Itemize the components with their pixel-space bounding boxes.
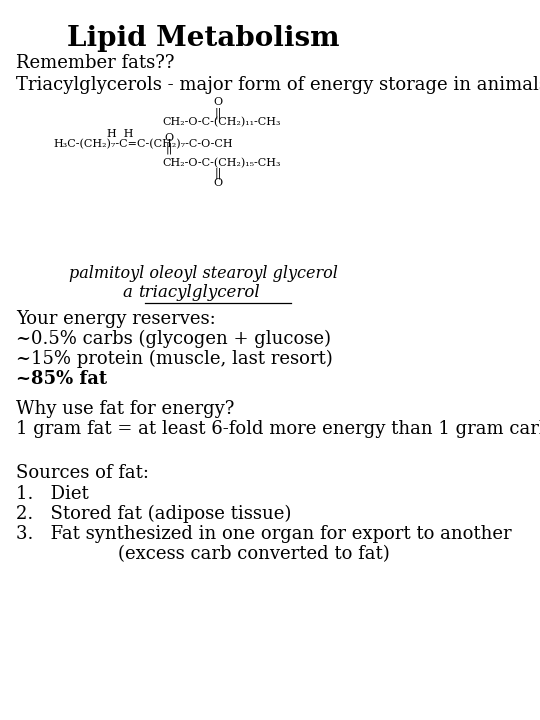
Text: Lipid Metabolism: Lipid Metabolism (68, 25, 340, 53)
Text: Why use fat for energy?: Why use fat for energy? (16, 400, 235, 418)
Text: H₃C-(CH₂)₇-C=C-(CH₂)₇-C-O-CH: H₃C-(CH₂)₇-C=C-(CH₂)₇-C-O-CH (53, 139, 233, 149)
Text: ||: || (214, 107, 221, 119)
Text: (excess carb converted to fat): (excess carb converted to fat) (118, 545, 390, 563)
Text: H  H: H H (107, 129, 133, 139)
Text: triacylglycerol: triacylglycerol (139, 284, 260, 301)
Text: O: O (213, 97, 222, 107)
Text: ~85% fat: ~85% fat (16, 370, 107, 388)
Text: ~15% protein (muscle, last resort): ~15% protein (muscle, last resort) (16, 350, 333, 368)
Text: 1 gram fat = at least 6-fold more energy than 1 gram carb: 1 gram fat = at least 6-fold more energy… (16, 420, 540, 438)
Text: CH₂-O-C-(CH₂)₁₅-CH₃: CH₂-O-C-(CH₂)₁₅-CH₃ (163, 158, 281, 168)
Text: O: O (213, 178, 222, 188)
Text: O: O (165, 133, 174, 143)
Text: 1.   Diet: 1. Diet (16, 485, 89, 503)
Text: 2.   Stored fat (adipose tissue): 2. Stored fat (adipose tissue) (16, 505, 292, 523)
Text: ||: || (165, 143, 173, 154)
Text: CH₂-O-C-(CH₂)₁₁-CH₃: CH₂-O-C-(CH₂)₁₁-CH₃ (163, 117, 281, 127)
Text: Sources of fat:: Sources of fat: (16, 464, 149, 482)
Text: Remember fats??: Remember fats?? (16, 54, 175, 72)
Text: ~0.5% carbs (glycogen + glucose): ~0.5% carbs (glycogen + glucose) (16, 330, 332, 348)
Text: ||: || (214, 167, 221, 179)
Text: a: a (123, 284, 138, 301)
Text: palmitoyl oleoyl stearoyl glycerol: palmitoyl oleoyl stearoyl glycerol (69, 265, 338, 282)
Text: Triacylglycerols - major form of energy storage in animals: Triacylglycerols - major form of energy … (16, 76, 540, 94)
Text: Your energy reserves:: Your energy reserves: (16, 310, 216, 328)
Text: 3.   Fat synthesized in one organ for export to another: 3. Fat synthesized in one organ for expo… (16, 525, 512, 543)
